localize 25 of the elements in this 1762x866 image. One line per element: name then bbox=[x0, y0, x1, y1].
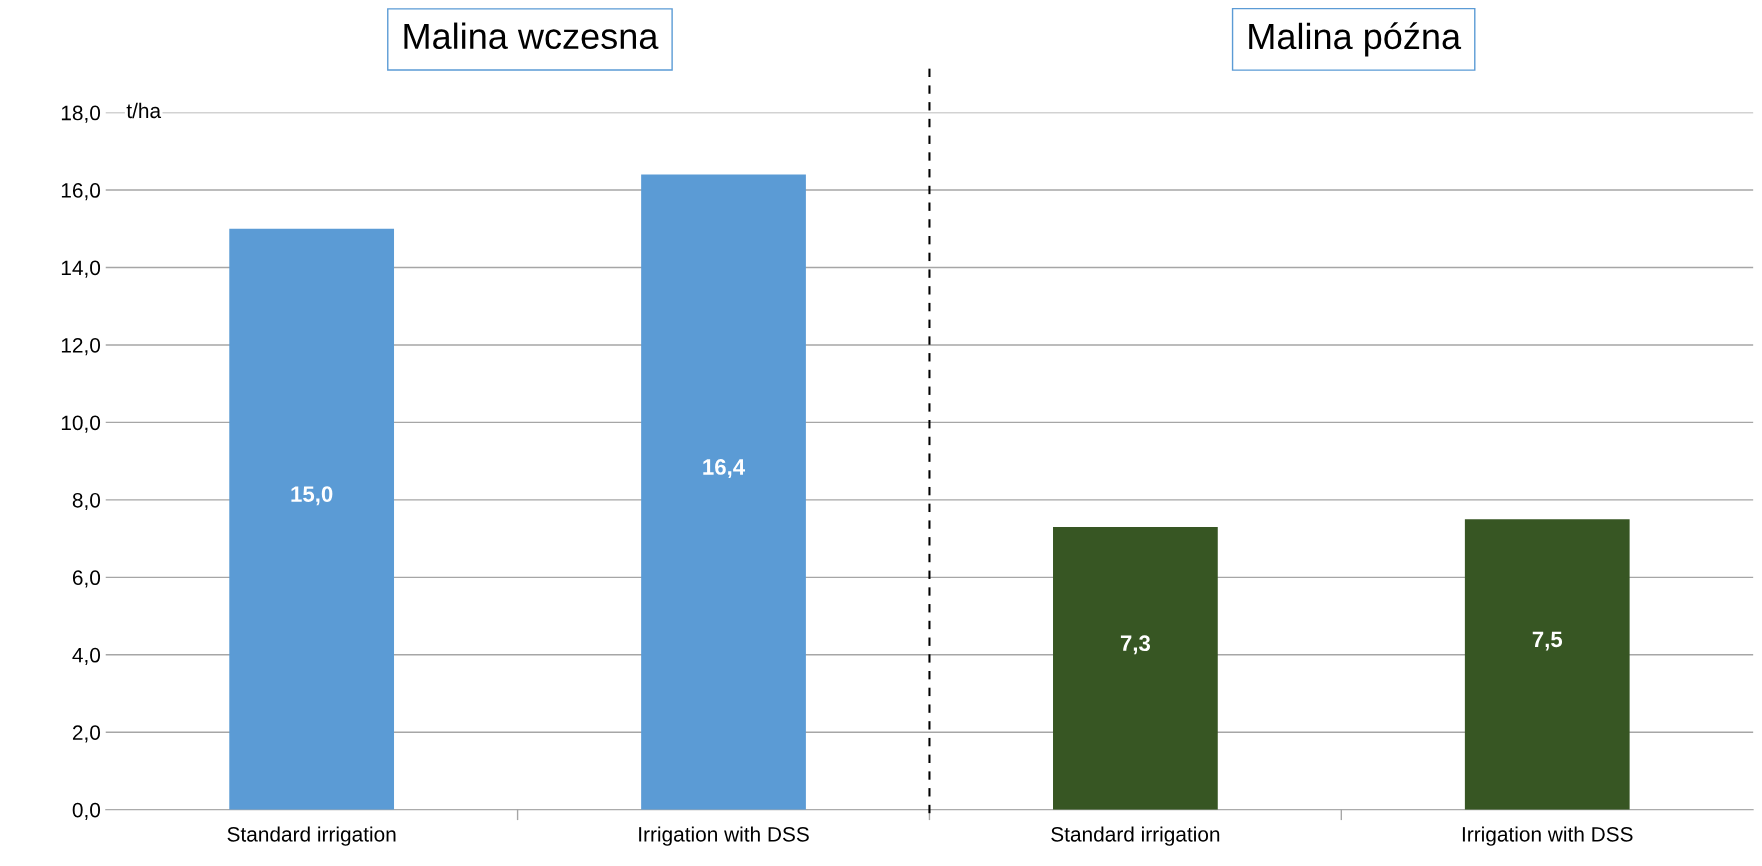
data-label: 7,5 bbox=[1532, 631, 1563, 651]
y-tick-label: 10,0 bbox=[61, 415, 101, 433]
y-tick-label: 4,0 bbox=[72, 647, 101, 666]
bar bbox=[1464, 519, 1630, 810]
x-tick-label: Standard irrigation bbox=[227, 826, 396, 846]
bar bbox=[641, 174, 806, 810]
y-tick-label: 8,0 bbox=[72, 492, 101, 511]
data-label: 16,4 bbox=[703, 459, 746, 479]
text: Malina wczesna bbox=[404, 22, 659, 50]
x-tick-label: Irrigation with DSS bbox=[1462, 826, 1633, 846]
x-tick-label: Irrigation with DSS bbox=[639, 826, 809, 846]
y-tick-label: 2,0 bbox=[72, 725, 101, 743]
text: Malina późna bbox=[1249, 22, 1462, 57]
bar bbox=[1053, 526, 1218, 810]
bar bbox=[229, 228, 395, 810]
y-tick-label: 18,0 bbox=[61, 105, 101, 123]
data-label: 7,3 bbox=[1120, 635, 1151, 655]
y-tick-label: 14,0 bbox=[61, 260, 101, 278]
y-axis-title: t/ha bbox=[126, 102, 162, 119]
data-label: 15,0 bbox=[291, 486, 333, 506]
x-tick-label: Standard irrigation bbox=[1051, 826, 1220, 846]
y-tick-label: 12,0 bbox=[61, 337, 101, 356]
y-tick-label: 6,0 bbox=[72, 570, 101, 588]
y-tick-label: 16,0 bbox=[61, 183, 101, 201]
y-tick-label: 0,0 bbox=[72, 802, 101, 820]
